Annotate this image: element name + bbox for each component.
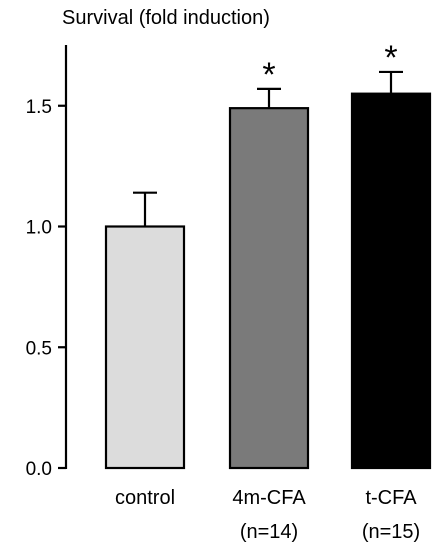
y-tick-label: 1.0 — [26, 218, 52, 239]
significance-marker: * — [384, 39, 397, 77]
bar-control — [104, 225, 186, 470]
category-label: 4m-CFA — [232, 487, 306, 509]
category-sublabel: (n=15) — [362, 521, 420, 543]
bars: * * — [104, 39, 432, 470]
category-labels: control 4m-CFA (n=14) t-CFA (n=15) — [115, 487, 420, 543]
y-axis-title: Survival (fold induction) — [62, 7, 270, 29]
bar-t-CFA — [350, 92, 432, 470]
bar-4m-CFA — [228, 107, 310, 470]
category-sublabel: (n=14) — [240, 521, 298, 543]
category-label: control — [115, 487, 175, 509]
y-tick-label: 0.5 — [26, 338, 52, 359]
category-label: t-CFA — [365, 487, 417, 509]
significance-marker: * — [262, 56, 275, 94]
y-tick-label: 1.5 — [26, 97, 52, 118]
y-tick-label: 0.0 — [26, 459, 52, 480]
y-axis: 0.0 0.5 1.0 1.5 — [26, 45, 68, 480]
